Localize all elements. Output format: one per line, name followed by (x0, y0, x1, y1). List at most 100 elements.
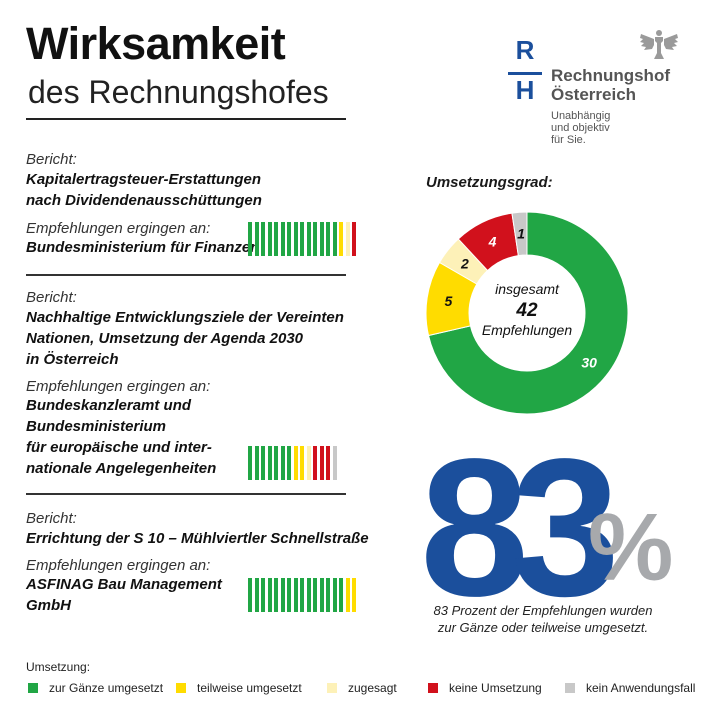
report-3-title: Errichtung der S 10 – Mühlviertler Schne… (26, 530, 369, 547)
report-divider (26, 274, 346, 276)
status-bar-full (274, 578, 278, 612)
report-3-empf-label: Empfehlungen ergingen an: (26, 557, 211, 574)
status-bar-full (287, 446, 291, 480)
status-bar-na (332, 446, 337, 480)
report-1-title: Kapitalertragsteuer-Erstattungen nach Di… (26, 169, 262, 211)
status-bar-none (319, 446, 324, 480)
status-bar-full (293, 578, 298, 612)
status-bar-full (313, 222, 317, 256)
donut-chart: 30 5 2 4 1 insgesamt 42 Empfehlungen (425, 211, 629, 415)
report-1-title-line: nach Dividendenausschüttungen (26, 192, 262, 209)
stat-percent-sign: % (588, 494, 674, 601)
status-bar-full (280, 578, 285, 612)
report-2-title-line: Nachhaltige Entwicklungsziele der Verein… (26, 309, 344, 326)
status-bar-full (248, 222, 252, 256)
status-bar-full (254, 578, 259, 612)
logo-name: Rechnungshof Österreich (551, 66, 670, 104)
status-bar-full (274, 446, 278, 480)
legend-item: teilweise umgesetzt (176, 681, 302, 695)
status-bar-full (319, 222, 324, 256)
status-bar-full (274, 222, 278, 256)
page-subtitle: des Rechnungshofes (28, 74, 329, 110)
donut-center-total: 42 (515, 300, 538, 321)
legend-label: kein Anwendungsfall (586, 681, 696, 695)
status-bar-full (254, 222, 259, 256)
stat-caption: 83 Prozent der Empfehlungen wurden zur G… (418, 602, 668, 636)
report-3-recipient-line: ASFINAG Bau Management (26, 576, 222, 593)
status-bar-partial (293, 446, 298, 480)
legend-item: zugesagt (327, 681, 397, 695)
report-3: Bericht: Errichtung der S 10 – Mühlviert… (26, 510, 369, 616)
report-1-status-bars (248, 222, 356, 256)
report-1-title-line: Kapitalertragsteuer-Erstattungen (26, 171, 262, 188)
stat-caption-line: zur Gänze oder teilweise umgesetzt. (437, 620, 649, 635)
logo-mark-r: R (515, 35, 535, 65)
status-bar-partial (300, 446, 304, 480)
status-bar-full (313, 578, 317, 612)
status-bar-full (287, 222, 291, 256)
report-2: Bericht: Nachhaltige Entwicklungsziele d… (26, 289, 344, 479)
report-2-title-line: in Österreich (26, 351, 119, 368)
status-bar-promised (306, 446, 311, 480)
report-2-recipient: Bundeskanzleramt und Bundesministerium f… (26, 395, 344, 479)
legend-label: zur Gänze umgesetzt (49, 681, 164, 695)
legend-swatch (327, 683, 337, 693)
status-bar-partial (345, 578, 350, 612)
report-2-recipient-line: Bundeskanzleramt und (26, 397, 192, 414)
status-bar-full (293, 222, 298, 256)
legend-item: kein Anwendungsfall (565, 681, 695, 695)
page-title: Wirksamkeit (26, 18, 286, 69)
donut-value-label: 30 (581, 355, 597, 371)
report-2-recipient-line: Bundesministerium (26, 418, 167, 435)
title-divider (26, 118, 346, 120)
donut-value-label: 1 (517, 226, 525, 242)
report-1: Bericht: Kapitalertragsteuer-Erstattunge… (26, 151, 262, 258)
status-bar-full (287, 578, 291, 612)
legend-label: teilweise umgesetzt (197, 681, 302, 695)
status-bar-full (339, 578, 343, 612)
status-bar-full (254, 446, 259, 480)
eagle-icon (640, 30, 678, 59)
legend-swatch (565, 683, 575, 693)
report-3-recipient-line: GmbH (26, 597, 71, 614)
status-bar-none (313, 446, 317, 480)
donut-center-label: insgesamt (495, 281, 560, 297)
donut-value-label: 5 (444, 293, 452, 309)
logo-name-line2: Österreich (551, 85, 637, 104)
status-bar-full (280, 222, 285, 256)
donut-value-label: 4 (488, 233, 497, 249)
legend-swatch (176, 683, 186, 693)
stat-number: 83 (420, 418, 620, 637)
legend-item: keine Umsetzung (428, 681, 542, 695)
status-bar-full (319, 578, 324, 612)
report-divider (26, 493, 346, 495)
status-bar-none (326, 446, 330, 480)
report-2-title: Nachhaltige Entwicklungsziele der Verein… (26, 307, 344, 370)
report-2-recipient-line: nationale Angelegenheiten (26, 460, 217, 477)
report-2-recipient-line: für europäische und inter- (26, 439, 212, 456)
logo-tagline: Unabhängig und objektiv für Sie. (551, 110, 611, 146)
status-bar-full (300, 578, 304, 612)
donut-center-unit: Empfehlungen (482, 322, 573, 338)
status-bar-full (332, 578, 337, 612)
legend-label: keine Umsetzung (449, 681, 542, 695)
donut-slice (511, 211, 528, 257)
status-bar-full (261, 578, 265, 612)
status-bar-full (306, 578, 311, 612)
report-3-bericht-label: Bericht: (26, 510, 77, 527)
status-bar-full (306, 222, 311, 256)
legend-item: zur Gänze umgesetzt (28, 681, 163, 695)
stat-caption-line: 83 Prozent der Empfehlungen wurden (433, 603, 653, 618)
donut-title: Umsetzungsgrad: (426, 174, 553, 191)
status-bar-full (267, 222, 272, 256)
status-bar-full (300, 222, 304, 256)
report-2-title-line: Nationen, Umsetzung der Agenda 2030 (26, 330, 304, 347)
report-2-status-bars (248, 446, 337, 480)
status-bar-full (261, 446, 265, 480)
status-bar-full (267, 446, 272, 480)
status-bar-full (280, 446, 285, 480)
report-1-recipient: Bundesministerium für Finanzen (26, 239, 260, 256)
report-2-bericht-label: Bericht: (26, 289, 77, 306)
status-bar-full (261, 222, 265, 256)
status-bar-full (248, 578, 252, 612)
